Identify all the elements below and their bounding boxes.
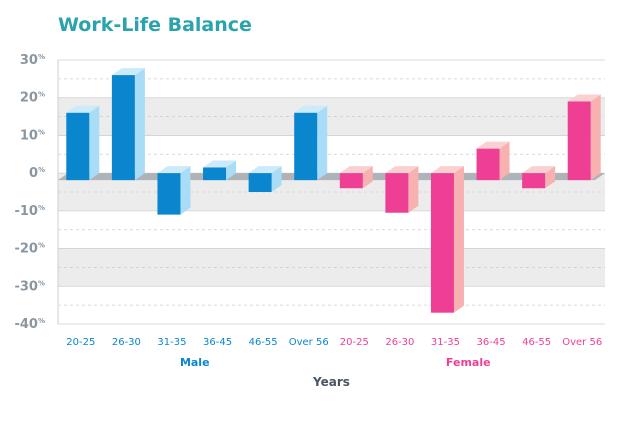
zero-baseline — [58, 173, 605, 181]
y-tick-label: -30% — [14, 279, 45, 294]
bar-top — [339, 166, 373, 174]
x-tick-label: 31-35 — [431, 337, 460, 348]
bar-top — [66, 105, 100, 113]
y-tick-label: -10% — [14, 204, 45, 219]
bar-side — [453, 166, 464, 313]
x-tick-label: 26-30 — [112, 337, 141, 348]
x-tick-label: 46-55 — [249, 337, 278, 348]
x-tick-label: 36-45 — [203, 337, 232, 348]
chart-title: Work-Life Balance — [58, 14, 252, 36]
y-tick-label: 20% — [20, 91, 45, 106]
bar — [430, 173, 454, 313]
bar-side — [408, 166, 419, 213]
bar — [66, 112, 90, 181]
y-tick-label: -40% — [14, 317, 45, 332]
group-label: Male — [180, 356, 210, 369]
bar — [339, 173, 363, 189]
x-tick-label: 36-45 — [477, 337, 506, 348]
x-tick-label: Over 56 — [562, 337, 602, 348]
bar-side — [317, 105, 328, 181]
y-tick-label: 30% — [20, 53, 45, 68]
y-tick-label: 0% — [29, 166, 45, 181]
bar — [476, 148, 500, 181]
bar-top — [203, 160, 237, 168]
bar-top — [430, 166, 464, 174]
bar-side — [134, 68, 145, 181]
bar-top — [248, 166, 282, 174]
bar — [157, 173, 181, 215]
bar — [248, 173, 272, 192]
bar-side — [499, 141, 510, 181]
x-tick-label: 26-30 — [385, 337, 414, 348]
bar-side — [180, 166, 191, 215]
bar-top — [294, 105, 328, 113]
bar-top — [567, 94, 601, 102]
bar-side — [271, 166, 282, 192]
bar — [294, 112, 318, 181]
bar — [111, 75, 135, 181]
bar-top — [476, 141, 510, 149]
x-tick-label: 31-35 — [157, 337, 186, 348]
x-tick-label: 20-25 — [66, 337, 95, 348]
bar-top — [522, 166, 556, 174]
bar-side — [590, 94, 601, 181]
x-tick-label: Over 56 — [289, 337, 329, 348]
y-tick-label: -20% — [14, 242, 45, 257]
x-tick-label: 46-55 — [522, 337, 551, 348]
bar — [567, 101, 591, 181]
bar-top — [157, 166, 191, 174]
bar-side — [545, 166, 556, 189]
bar-side — [362, 166, 373, 189]
bar-side — [226, 160, 237, 181]
group-label: Female — [446, 356, 491, 369]
bar-side — [89, 105, 100, 181]
bar — [522, 173, 546, 189]
x-axis-label: Years — [312, 375, 350, 389]
bar-top — [385, 166, 419, 174]
y-tick-label: 10% — [20, 128, 45, 143]
bar — [385, 173, 409, 213]
bar-top — [111, 68, 145, 76]
x-tick-label: 20-25 — [340, 337, 369, 348]
bar — [203, 167, 227, 181]
